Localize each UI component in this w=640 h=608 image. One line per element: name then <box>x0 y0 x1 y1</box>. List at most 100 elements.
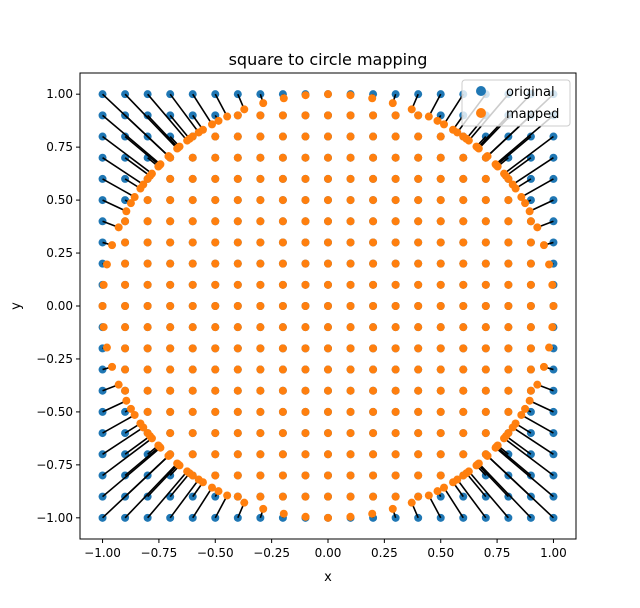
mapped-point <box>121 280 130 289</box>
mapping-line <box>102 437 153 477</box>
legend-box <box>461 79 571 127</box>
mapped-point <box>525 396 534 405</box>
mapping-line <box>529 199 554 212</box>
mapped-point <box>369 259 378 268</box>
mapped-point <box>436 174 445 183</box>
mapping-line <box>147 470 188 519</box>
mapped-point <box>436 280 445 289</box>
mapped-point <box>143 196 152 205</box>
mapping-line <box>124 462 178 519</box>
mapped-point <box>414 471 423 480</box>
mapping-line <box>505 435 532 455</box>
mapping-line <box>147 114 179 149</box>
mapped-point <box>548 280 557 289</box>
mapped-point <box>166 174 175 183</box>
mapped-point <box>504 365 513 374</box>
mapped-point <box>453 475 462 484</box>
mapped-point <box>391 471 400 480</box>
mapped-point <box>278 280 287 289</box>
mapped-point <box>436 323 445 332</box>
mapped-point <box>256 196 265 205</box>
mapped-point <box>188 386 197 395</box>
mapped-point <box>211 471 220 480</box>
mapping-line <box>503 437 554 477</box>
mapped-point <box>324 492 332 501</box>
mapped-point <box>436 196 445 205</box>
mapped-point <box>481 344 490 353</box>
mapped-point <box>256 323 265 332</box>
mapped-point <box>346 512 355 521</box>
mapped-point <box>256 280 265 289</box>
mapped-point <box>414 238 423 247</box>
mapped-point <box>481 196 490 205</box>
mapping-line <box>124 93 178 150</box>
mapped-point <box>166 280 175 289</box>
mapped-point <box>500 434 509 443</box>
mapped-point <box>211 344 220 353</box>
mapped-point <box>278 217 287 226</box>
mapped-point <box>508 423 517 432</box>
mapped-point <box>481 280 490 289</box>
mapped-point <box>491 160 500 169</box>
mapped-point <box>368 509 377 518</box>
mapped-point <box>539 362 548 371</box>
mapped-point <box>474 144 483 153</box>
mapped-point <box>436 365 445 374</box>
mapped-point <box>256 259 265 268</box>
mapped-point <box>436 471 445 480</box>
mapping-line <box>443 93 464 125</box>
mapped-point <box>346 174 355 183</box>
mapping-line <box>169 114 191 140</box>
legend: original mapped <box>461 79 571 127</box>
mapped-point <box>143 386 152 395</box>
mapped-point <box>188 450 197 459</box>
mapped-point <box>121 259 130 268</box>
mapped-point <box>459 280 468 289</box>
mapped-point <box>166 238 175 247</box>
mapped-point <box>391 280 400 289</box>
mapping-line <box>192 93 213 125</box>
mapped-point <box>279 94 288 103</box>
mapping-line <box>214 495 228 519</box>
mapped-point <box>240 498 249 507</box>
mapping-line <box>192 487 213 519</box>
mapped-point <box>464 467 473 476</box>
mapped-point <box>436 302 445 310</box>
mapped-point <box>391 196 400 205</box>
y-tick-label: 1.00 <box>46 87 73 101</box>
mapped-point <box>233 302 242 310</box>
plot-marks <box>98 90 558 522</box>
mapping-line <box>478 462 532 519</box>
mapped-point <box>504 407 513 416</box>
mapped-point <box>483 451 492 460</box>
mapped-point <box>453 128 462 137</box>
mapping-line <box>512 426 554 455</box>
mapped-point <box>414 153 423 162</box>
mapped-point <box>188 323 197 332</box>
mapped-point <box>391 407 400 416</box>
mapped-point <box>533 380 542 389</box>
mapping-line <box>147 463 179 498</box>
mapped-point <box>545 343 554 352</box>
mapped-point <box>211 429 220 438</box>
mapped-point <box>391 174 400 183</box>
mapped-point <box>301 174 310 183</box>
mapped-point <box>324 513 332 522</box>
mapped-point <box>324 132 332 141</box>
mapped-point <box>521 199 530 208</box>
mapped-point <box>369 302 378 310</box>
mapped-point <box>549 302 558 310</box>
mapped-point <box>391 492 400 501</box>
mapped-point <box>143 407 152 416</box>
mapped-point <box>459 302 468 310</box>
mapped-point <box>211 365 220 374</box>
mapped-point <box>233 429 242 438</box>
legend-marker-original <box>476 86 486 96</box>
mapped-point <box>108 362 117 371</box>
mapped-point <box>233 153 242 162</box>
mapped-point <box>481 365 490 374</box>
mapped-point <box>439 483 448 492</box>
mapped-point <box>278 386 287 395</box>
mapped-point <box>436 407 445 416</box>
mapped-point <box>517 410 526 419</box>
